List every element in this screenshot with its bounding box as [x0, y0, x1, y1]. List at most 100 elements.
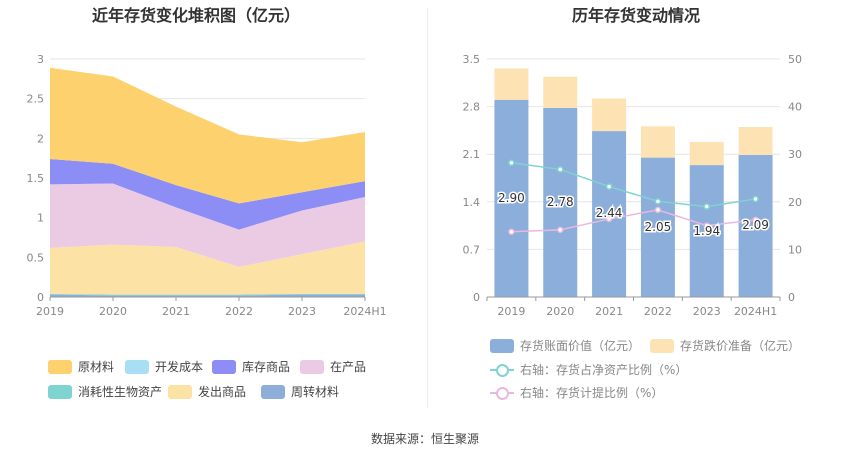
- bar-book-value: [689, 165, 724, 297]
- bar-value-label: 2.44: [596, 206, 623, 220]
- right-y2-tick-label: 20: [788, 196, 802, 209]
- left-y-tick-label: 2: [37, 132, 44, 145]
- right-y-tick-label: 0: [473, 291, 480, 304]
- legend-label: 消耗性生物资产: [78, 385, 163, 399]
- right-x-tick-label: 2022: [644, 305, 672, 318]
- left-x-tick-label: 2024H1: [343, 305, 386, 318]
- legend-swatch: [48, 359, 72, 374]
- legend-label: 存货跌价准备（亿元）: [680, 339, 801, 353]
- right-y2-tick-label: 0: [788, 291, 795, 304]
- bar-book-value: [592, 131, 627, 297]
- left-legend-item[interactable]: 发出商品: [168, 383, 246, 400]
- left-legend-item[interactable]: 消耗性生物资产: [48, 383, 162, 400]
- bar-impairment: [543, 76, 578, 108]
- bar-impairment: [738, 127, 773, 155]
- line-point: [557, 166, 564, 173]
- line-point: [654, 206, 662, 214]
- bar-value-label: 2.05: [645, 220, 672, 234]
- legend-label: 发出商品: [198, 385, 247, 399]
- right-y2-tick-label: 40: [788, 101, 802, 114]
- left-x-tick-label: 2023: [288, 305, 316, 318]
- legend-swatch: [490, 363, 514, 377]
- right-y2-tick-label: 30: [788, 148, 802, 161]
- legend-label: 原材料: [78, 360, 115, 374]
- bar-impairment: [689, 141, 724, 166]
- legend-label: 在产品: [330, 360, 367, 374]
- line-point: [703, 222, 710, 229]
- legend-swatch: [212, 359, 236, 374]
- panel-divider: [427, 8, 428, 408]
- area-series-原材料: [50, 67, 365, 204]
- right-y-tick-label: 1.4: [463, 196, 481, 209]
- right-y2-tick-label: 10: [788, 243, 802, 256]
- right-y-tick-label: 0.7: [463, 243, 481, 256]
- bar-value-label: 2.09: [742, 218, 769, 232]
- bar-impairment: [592, 98, 627, 132]
- legend-swatch: [48, 384, 72, 399]
- area-series-周转材料: [50, 294, 365, 297]
- line-point: [752, 195, 759, 203]
- left-legend-item[interactable]: 开发成本: [125, 358, 203, 375]
- left-x-tick-label: 2020: [99, 305, 127, 318]
- right-y-tick-label: 2.8: [463, 101, 481, 114]
- line-point: [752, 216, 759, 224]
- bar-book-value: [543, 107, 578, 298]
- line-point: [508, 159, 515, 167]
- area-series-发出商品: [50, 241, 365, 295]
- bar-impairment: [640, 126, 675, 158]
- line-point: [654, 198, 662, 205]
- legend-swatch: [490, 338, 514, 353]
- legend-label: 周转材料: [291, 385, 340, 399]
- right-x-tick-label: 2024H1: [734, 305, 777, 318]
- left-y-tick-label: 2.5: [27, 93, 45, 106]
- bar-impairment: [494, 68, 529, 100]
- line-point: [557, 226, 564, 234]
- data-source-note: 数据来源：恒生聚源: [370, 432, 479, 446]
- line-point: [605, 215, 613, 223]
- legend-label: 开发成本: [155, 360, 204, 374]
- legend-swatch: [650, 338, 674, 353]
- right-x-tick-label: 2023: [693, 305, 721, 318]
- right-legend-item[interactable]: 右轴：存货计提比例（%）: [490, 384, 663, 401]
- legend-swatch: [300, 359, 324, 374]
- right-y-tick-label: 2.1: [463, 148, 481, 161]
- right-stacked-bar-chart: 0 0.7 1.4 2.1 2.8 3.5 0 10 20 30 40 50 2.90 2.78 2.44 2…: [463, 53, 803, 318]
- bar-value-label: 2.78: [547, 195, 574, 209]
- right-x-tick-label: 2020: [546, 305, 574, 318]
- left-stacked-area-chart: 0 0.5 1 1.5 2 2.5 3 2019 2020 2021 2022 2023 2024H1: [27, 53, 387, 318]
- left-legend-item[interactable]: 周转材料: [261, 383, 339, 400]
- line-series-0: [511, 162, 756, 208]
- right-legend-item[interactable]: 存货账面价值（亿元）: [490, 337, 640, 354]
- left-y-tick-label: 3: [37, 53, 44, 66]
- legend-label: 存货账面价值（亿元）: [520, 339, 641, 353]
- bar-book-value: [738, 154, 773, 297]
- right-y-tick-label: 3.5: [463, 53, 481, 66]
- line-point: [703, 203, 710, 210]
- left-legend-item[interactable]: 库存商品: [212, 358, 290, 375]
- legend-swatch: [125, 359, 149, 374]
- left-legend-item[interactable]: 在产品: [300, 358, 366, 375]
- line-point: [605, 183, 613, 190]
- left-y-tick-label: 0.5: [27, 251, 45, 264]
- right-legend-item[interactable]: 右轴：存货占净资产比例（%）: [490, 361, 687, 378]
- left-legend-item[interactable]: 原材料: [48, 358, 114, 375]
- bar-book-value: [494, 99, 529, 297]
- left-chart-title: 近年存货变化堆积图（亿元）: [92, 6, 301, 25]
- left-y-tick-label: 0: [37, 291, 44, 304]
- area-series-在产品: [50, 183, 365, 267]
- line-point: [508, 228, 515, 236]
- legend-swatch: [168, 384, 192, 399]
- legend-swatch: [490, 386, 514, 400]
- right-x-tick-label: 2019: [497, 305, 525, 318]
- legend-label: 右轴：存货计提比例（%）: [520, 386, 664, 400]
- legend-swatch: [261, 384, 285, 399]
- right-legend-item[interactable]: 存货跌价准备（亿元）: [650, 337, 800, 354]
- right-y2-tick-label: 50: [788, 53, 802, 66]
- left-x-tick-label: 2021: [162, 305, 190, 318]
- line-series-1: [511, 209, 756, 233]
- left-y-tick-label: 1.5: [27, 172, 45, 185]
- bar-value-label: 2.90: [498, 191, 525, 205]
- legend-label: 库存商品: [242, 360, 291, 374]
- bar-book-value: [640, 157, 675, 297]
- right-chart-title: 历年存货变动情况: [572, 6, 701, 25]
